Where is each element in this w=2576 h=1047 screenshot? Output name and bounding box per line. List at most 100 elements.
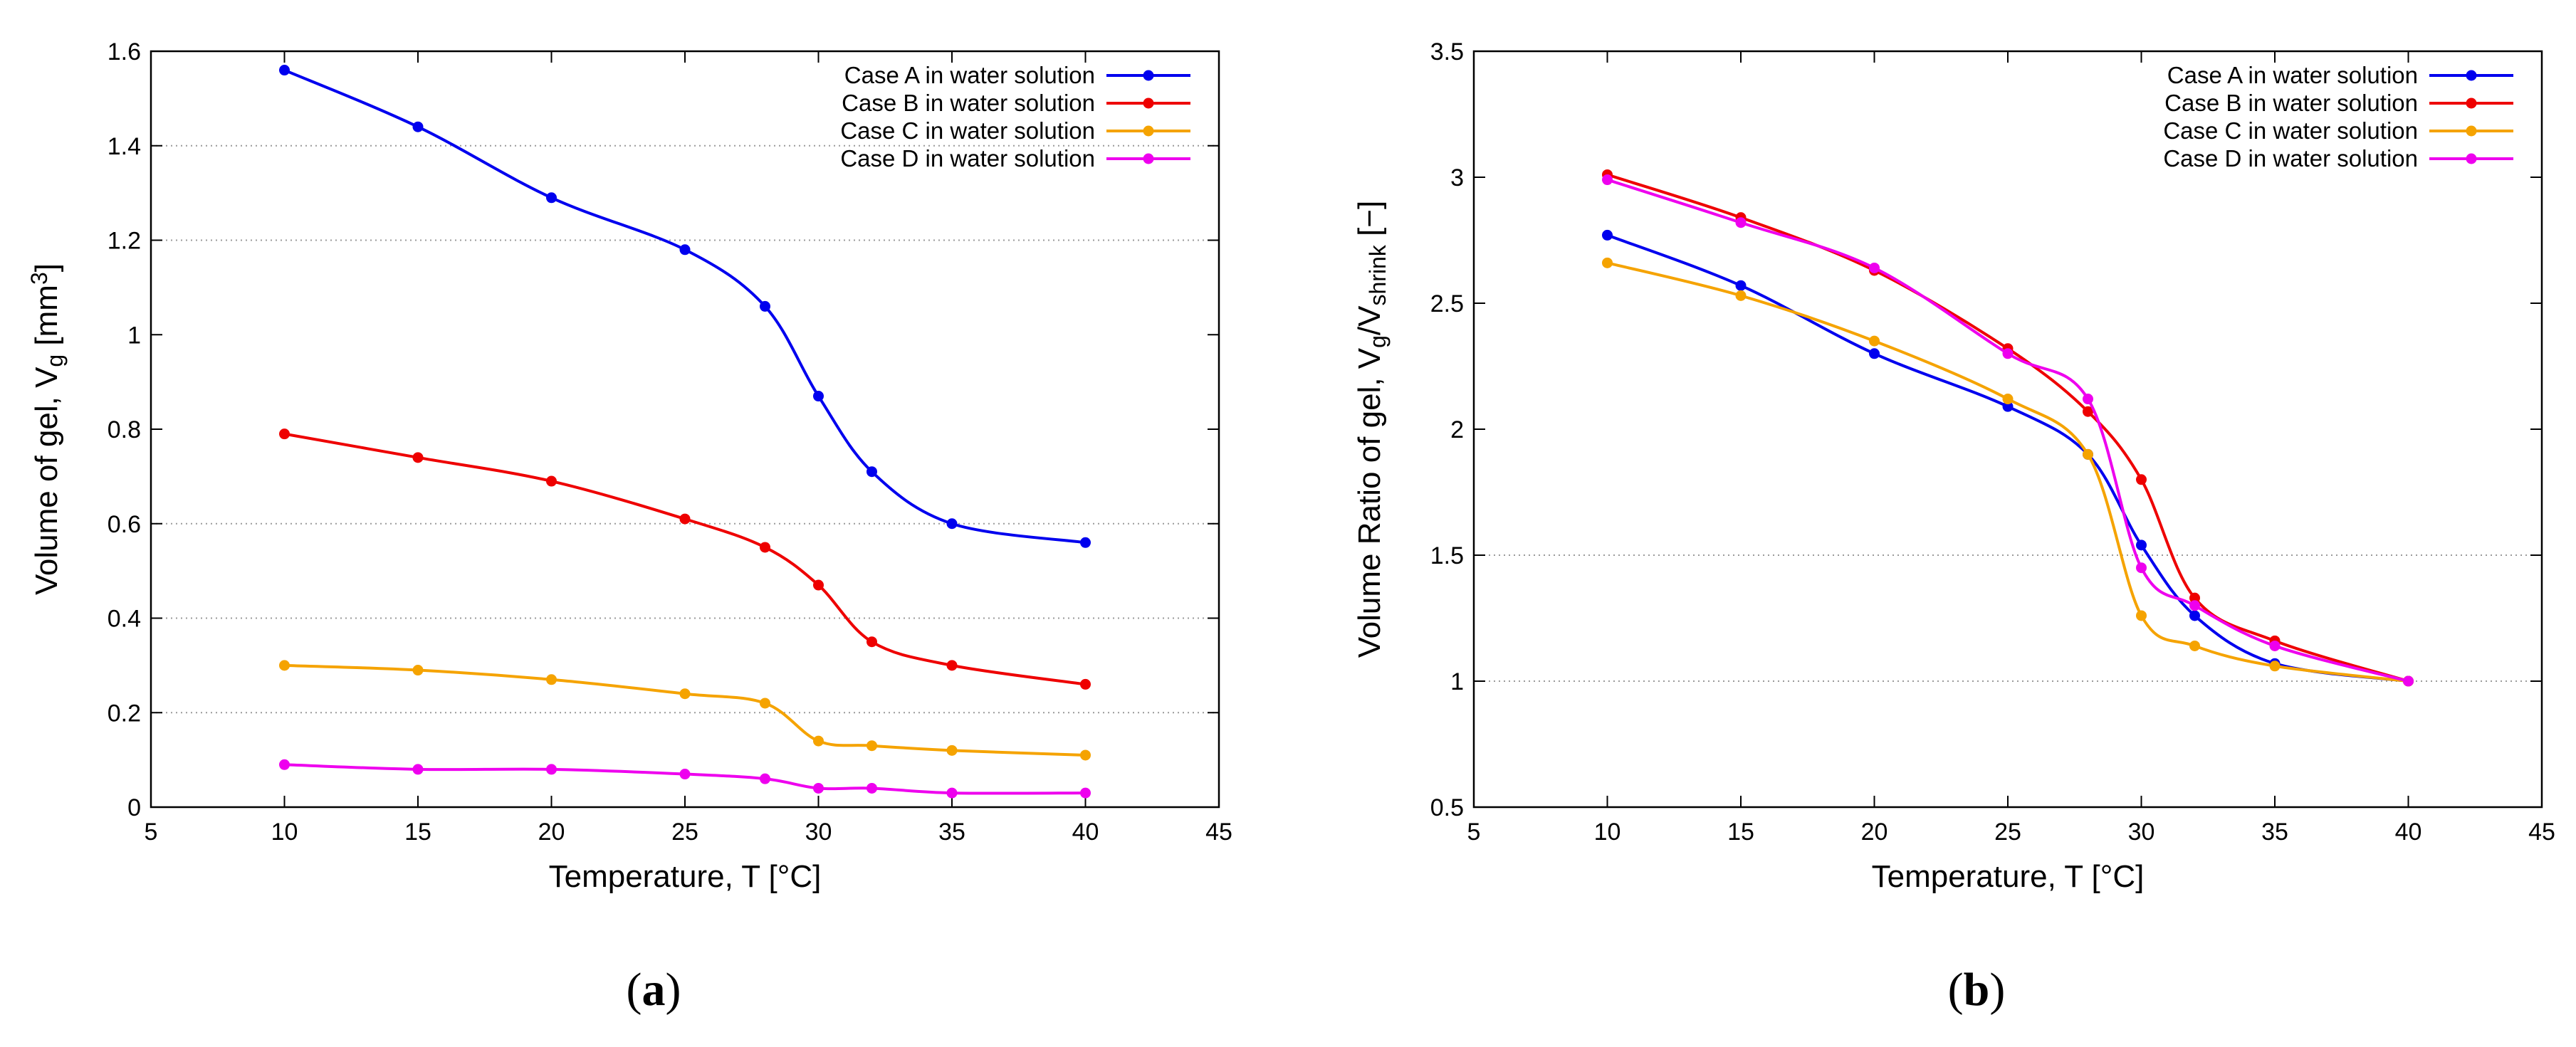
series-a-line: [283, 68, 1086, 544]
series-c-point: [2083, 448, 2093, 460]
y-axis-label-unit: [mm: [29, 285, 64, 354]
series-a-point: [679, 244, 691, 256]
x-tick-label: 5: [145, 819, 158, 846]
legend-item-d-label: Case D in water solution: [840, 145, 1095, 172]
x-tick-label: 35: [2261, 819, 2288, 846]
y-axis-label-sub: g: [1365, 335, 1391, 348]
series-c-point: [760, 698, 770, 709]
legend-item-b-marker: [1143, 98, 1154, 109]
legend-item-d-marker: [1143, 153, 1154, 164]
chart-b: 5 10 15 20 25 30 35 40 45 0.5 1 1.5 2 2.5 3 3.5 Temperat…: [1352, 38, 2555, 894]
series-a-point: [760, 300, 770, 312]
series-c-point: [1602, 257, 1613, 268]
series-c-point: [546, 674, 557, 685]
series-c-point: [1735, 290, 1747, 301]
series-a-line: [1606, 233, 2409, 683]
y-axis-label-unit-close: ]: [29, 263, 64, 272]
series-a-point: [1080, 537, 1091, 548]
series-c-point: [813, 735, 824, 747]
y-tick-label: 0.5: [1430, 794, 1464, 821]
y-tick-label: 0.6: [108, 511, 141, 538]
x-tick-label: 25: [1994, 819, 2021, 846]
panel-label-b: (b): [1948, 964, 2006, 1016]
y-tick-label: 0: [127, 794, 141, 821]
series-d-line: [1606, 178, 2409, 683]
series-a-point: [412, 121, 424, 132]
series-d-point: [813, 782, 824, 794]
chart-a: 5 10 15 20 25 30 35 40 45 0 0.2 0.4 0.6 0.8 1 1.2 1.4 1.6…: [26, 38, 1232, 894]
legend-item-c-marker: [2466, 125, 2477, 137]
x-tick-label: 10: [271, 819, 298, 846]
legend-item-c-marker: [1143, 125, 1154, 137]
x-tick-label: 25: [671, 819, 698, 846]
y-tick-label: 2.5: [1430, 290, 1464, 317]
series-c-point: [2136, 610, 2147, 621]
x-tick-label: 15: [404, 819, 431, 846]
y-axis-label-main: Volume Ratio of gel, V: [1352, 347, 1387, 658]
y-tick-label: 1: [127, 322, 141, 349]
x-tick-label: 20: [538, 819, 565, 846]
legend-item-b-marker: [2466, 98, 2477, 109]
series-d-point: [2136, 562, 2147, 574]
y-axis-label-main: Volume of gel, V: [29, 367, 64, 595]
series-d-point: [760, 773, 770, 784]
y-tick-label: 1.5: [1430, 542, 1464, 569]
series-c-point: [279, 660, 290, 671]
series-d-point: [866, 782, 877, 794]
x-tick-label: 30: [805, 819, 832, 846]
legend-item-b-label: Case B in water solution: [2164, 90, 2418, 116]
series-d-point: [1602, 174, 1613, 186]
series-d-point: [2403, 675, 2414, 687]
series-c-point: [679, 688, 691, 700]
series-c-line: [1607, 261, 2409, 683]
legend-item-d-label: Case D in water solution: [2163, 145, 2418, 172]
y-tick-label: 3.5: [1430, 38, 1464, 65]
x-tick-label: 45: [1205, 819, 1232, 846]
series-d-point: [2269, 640, 2281, 651]
series-c-point: [1869, 335, 1880, 347]
series-d-point: [1869, 262, 1880, 273]
legend-item-b-label: Case B in water solution: [842, 90, 1095, 116]
y-axis-label-sub: g: [42, 354, 68, 367]
y-tick-label: 2: [1450, 416, 1464, 443]
series-b-line: [284, 432, 1086, 686]
series-c-point: [412, 665, 424, 676]
y-tick-label: 0.8: [108, 416, 141, 443]
y-tick-label: 0.4: [108, 606, 141, 633]
series-a-point: [2136, 540, 2147, 551]
y-tick-label: 1.6: [108, 38, 141, 65]
series-a-point: [946, 518, 958, 530]
series-b-point: [546, 475, 557, 487]
x-tick-label: 45: [2528, 819, 2555, 846]
series-b-point: [679, 513, 691, 525]
x-axis-label: Temperature, T [°C]: [549, 859, 822, 894]
y-axis-label-slash: /V: [1352, 305, 1387, 335]
series-a-point: [1602, 229, 1613, 241]
y-axis-label: Volume of gel, Vg [mm3]: [26, 263, 68, 595]
series-a-point: [2189, 610, 2200, 621]
series-d-point: [2002, 348, 2014, 359]
y-tick-label: 1.2: [108, 228, 141, 255]
panel-letter-b: b: [1964, 964, 1990, 1016]
series-d-point: [546, 764, 557, 775]
series-b-point: [760, 542, 770, 553]
legend-item-d-marker: [2466, 153, 2477, 164]
x-tick-label: 15: [1727, 819, 1754, 846]
series-c-point: [2189, 640, 2200, 651]
y-tick-label: 1: [1450, 668, 1464, 695]
legend-item-c-label: Case C in water solution: [2163, 117, 2418, 144]
series-b-point: [2189, 592, 2200, 604]
series-b-point: [813, 579, 824, 591]
y-tick-label: 0.2: [108, 700, 141, 727]
y-axis-label: Volume Ratio of gel, Vg/Vshrink [−]: [1352, 201, 1391, 658]
series-a-point: [813, 391, 824, 402]
series-c-line: [284, 663, 1086, 757]
series-d-point: [412, 764, 424, 775]
x-axis-label: Temperature, T [°C]: [1872, 859, 2145, 894]
x-tick-label: 30: [2128, 819, 2155, 846]
series-c-point: [866, 740, 877, 752]
legend-item-a-marker: [2466, 70, 2477, 81]
x-tick-label: 5: [1467, 819, 1481, 846]
legend-item-c-label: Case C in water solution: [840, 117, 1095, 144]
series-d-point: [679, 769, 691, 780]
